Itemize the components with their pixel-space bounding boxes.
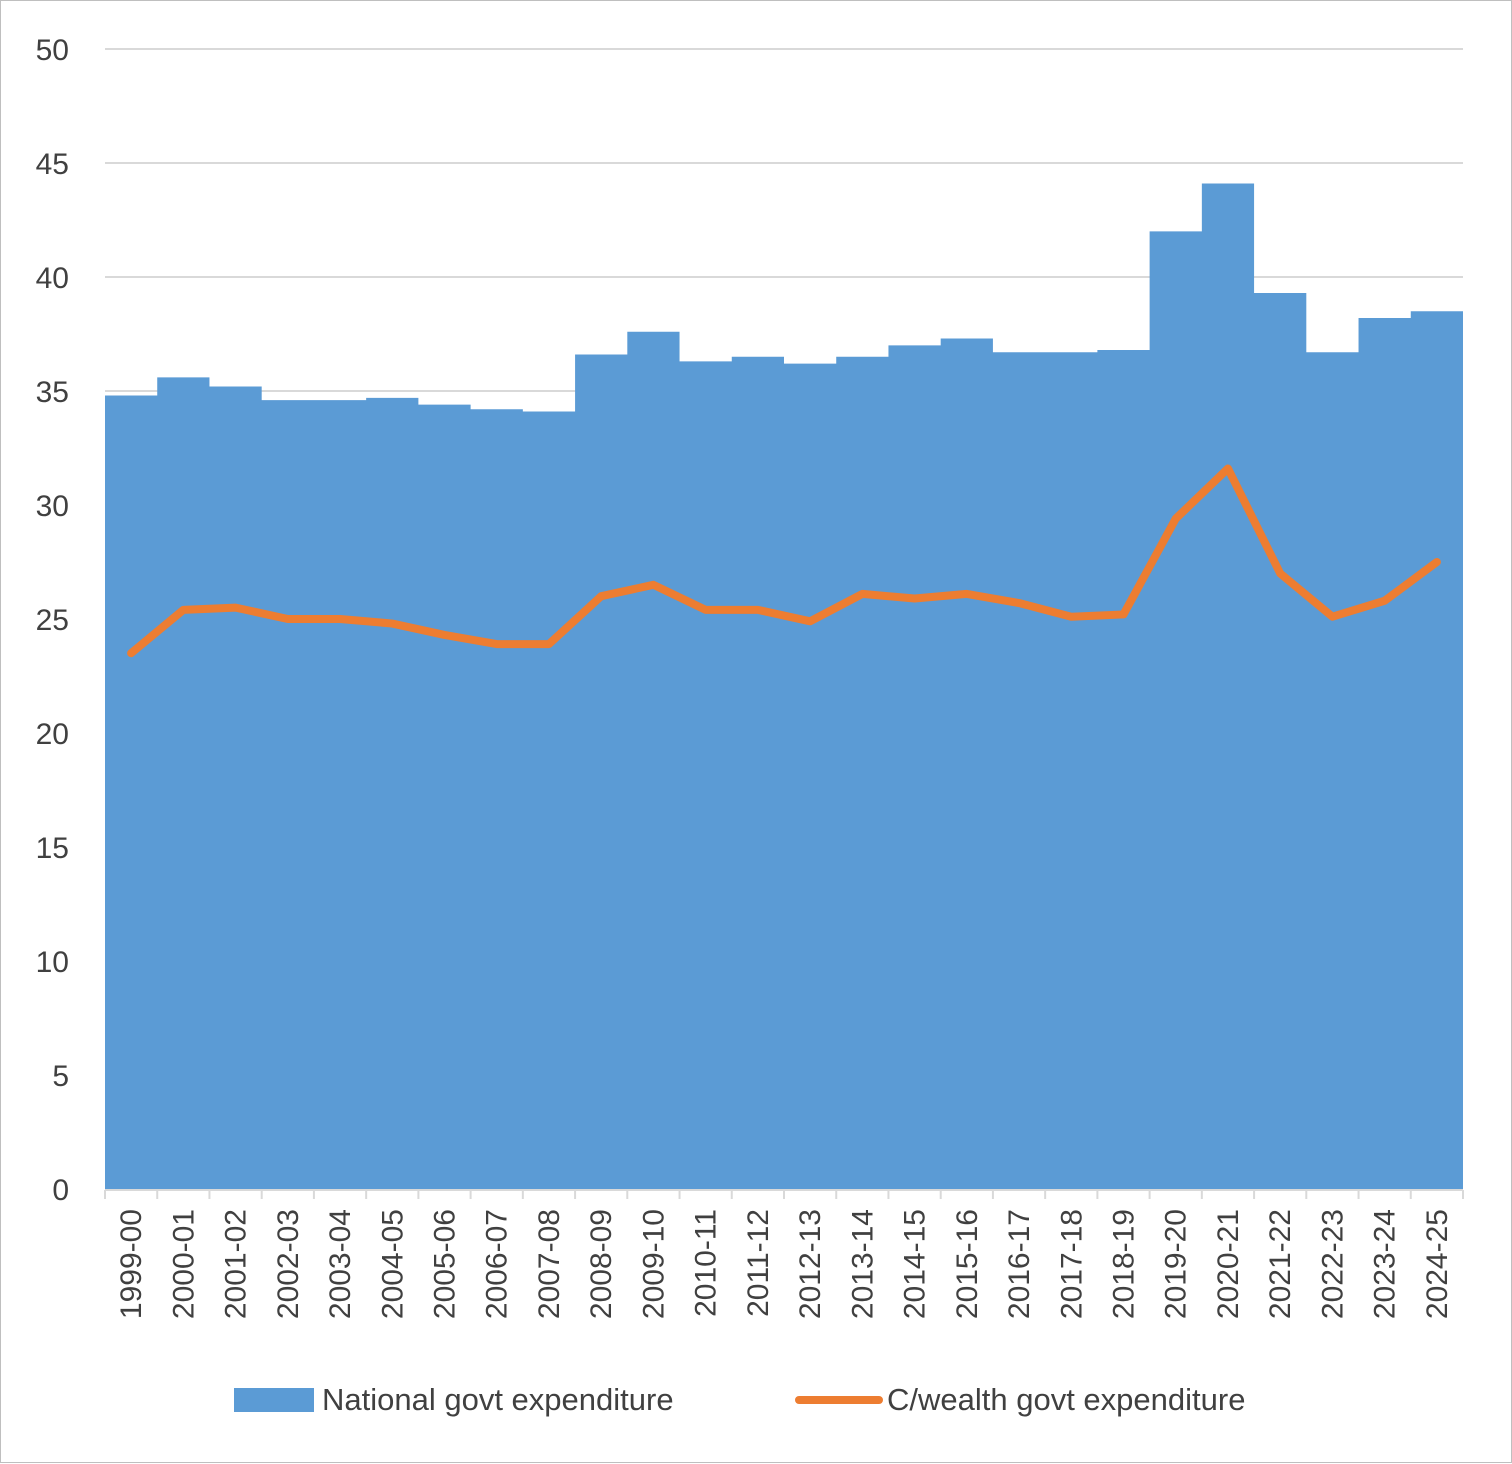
y-tick-label: 35 — [36, 376, 69, 409]
x-tick-label: 1999-00 — [115, 1209, 148, 1319]
area-block-2017-18 — [1045, 352, 1097, 1189]
x-tick-label: 2011-12 — [742, 1209, 775, 1317]
x-axis — [104, 1189, 1464, 1199]
x-tick-label: 2023-24 — [1369, 1209, 1402, 1319]
legend-swatch-national — [234, 1388, 314, 1412]
x-tick-label: 2020-21 — [1212, 1209, 1245, 1319]
x-tick-label: 2018-19 — [1108, 1209, 1141, 1319]
area-block-2000-01 — [157, 377, 209, 1189]
y-tick-label: 20 — [36, 718, 69, 751]
area-block-2014-15 — [888, 345, 940, 1189]
area-block-2021-22 — [1254, 293, 1306, 1189]
area-block-2018-19 — [1097, 350, 1149, 1189]
x-tick-label: 2024-25 — [1421, 1209, 1454, 1319]
x-tick-label: 2021-22 — [1264, 1209, 1297, 1319]
x-axis-ticks: 1999-00 2000-01 2001-02 2002-03 2003-04 2004-… — [115, 1209, 1454, 1319]
x-tick-label: 2009-10 — [637, 1209, 670, 1319]
x-tick-label: 2004-05 — [376, 1209, 409, 1319]
x-tick-label: 2010-11 — [690, 1209, 723, 1317]
x-tick-label: 2007-08 — [533, 1209, 566, 1319]
x-tick-label: 2003-04 — [324, 1209, 357, 1319]
line-cwealth — [127, 464, 1441, 658]
x-tick-label: 2000-01 — [167, 1209, 200, 1319]
y-tick-label: 10 — [36, 946, 69, 979]
y-tick-label: 30 — [36, 490, 69, 523]
area-block-2005-06 — [418, 405, 470, 1189]
area-block-2023-24 — [1359, 318, 1411, 1189]
x-tick-label: 2005-06 — [429, 1209, 462, 1319]
y-tick-label: 50 — [36, 34, 69, 67]
area-block-2010-11 — [680, 361, 732, 1189]
y-tick-label: 45 — [36, 148, 69, 181]
x-tick-label: 2012-13 — [794, 1209, 827, 1319]
area-block-2009-10 — [627, 332, 679, 1189]
area-block-2020-21 — [1202, 184, 1254, 1189]
area-block-2022-23 — [1306, 352, 1358, 1189]
line-series — [127, 464, 1441, 658]
area-block-2012-13 — [784, 364, 836, 1189]
x-tick-label: 2017-18 — [1055, 1209, 1088, 1319]
x-tick-label: 2001-02 — [220, 1209, 253, 1319]
area-block-2008-09 — [575, 355, 627, 1189]
x-tick-label: 2016-17 — [1003, 1209, 1036, 1319]
area-block-2013-14 — [836, 357, 888, 1189]
area-block-2006-07 — [471, 409, 523, 1189]
x-tick-label: 2013-14 — [846, 1209, 879, 1319]
x-tick-label: 2014-15 — [899, 1209, 932, 1319]
area-block-2001-02 — [209, 386, 261, 1189]
y-tick-label: 25 — [36, 604, 69, 637]
area-block-1999-00 — [105, 396, 157, 1189]
x-tick-label: 2022-23 — [1316, 1209, 1349, 1319]
area-block-2011-12 — [732, 357, 784, 1189]
x-tick-label: 2008-09 — [585, 1209, 618, 1319]
x-tick-label: 2015-16 — [951, 1209, 984, 1319]
area-block-2003-04 — [314, 400, 366, 1189]
legend-label-cwealth: C/wealth govt expenditure — [887, 1382, 1245, 1417]
area-block-2004-05 — [366, 398, 418, 1189]
x-tick-label: 2019-20 — [1160, 1209, 1193, 1319]
area-block-2024-25 — [1411, 311, 1463, 1189]
y-tick-label: 0 — [52, 1174, 69, 1207]
area-national — [105, 183, 1463, 1189]
y-axis-ticks: 0 5 10 15 20 25 30 35 40 45 50 — [36, 34, 69, 1207]
area-block-2007-08 — [523, 412, 575, 1189]
area-series — [105, 183, 1463, 1189]
y-tick-label: 40 — [36, 262, 69, 295]
area-block-2015-16 — [941, 339, 993, 1189]
y-tick-label: 15 — [36, 832, 69, 865]
x-tick-label: 2002-03 — [272, 1209, 305, 1319]
legend: National govt expenditure C/wealth govt … — [234, 1382, 1245, 1417]
y-tick-label: 5 — [52, 1060, 69, 1093]
legend-label-national: National govt expenditure — [322, 1382, 674, 1417]
x-tick-label: 2006-07 — [481, 1209, 514, 1319]
area-block-2002-03 — [262, 400, 314, 1189]
area-block-2019-20 — [1150, 231, 1202, 1189]
area-block-2016-17 — [993, 352, 1045, 1189]
